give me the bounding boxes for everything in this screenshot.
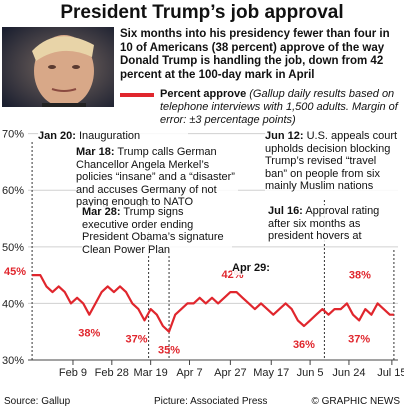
legend-swatch [120,93,154,97]
x-tick-label: Jun 5 [297,367,324,379]
y-tick-label: 40% [2,298,24,310]
annotation-text: U.S. appeals court upholds decision bloc… [265,130,398,192]
annotation-text: Trump calls German Chancellor Angela Mer… [76,146,235,208]
copyright: © GRAPHIC NEWS [311,396,401,407]
callout-label: 37% [126,333,148,345]
x-tick-label: Jul 15 [377,367,404,379]
y-tick-label: 50% [2,242,24,254]
callout-label: 36% [293,339,315,351]
annotation-date: Apr 29: [232,262,270,274]
callout-label: 35% [158,345,180,357]
x-tick-label: Apr 27 [214,367,246,379]
legend-label: Percent approve [160,88,247,100]
x-tick-label: Feb 9 [59,367,87,379]
y-tick-label: 60% [2,185,24,197]
y-tick-label: 70% [2,129,24,141]
annotation-date: Jan 20: [38,130,76,142]
intro-text: Six months into his presidency fewer tha… [120,28,390,81]
annotation: Jan 20: Inauguration [38,130,188,143]
source: Source: Gallup [4,396,71,407]
x-tick-label: Mar 19 [134,367,168,379]
x-tick-label: Apr 7 [176,367,202,379]
annotation-text: Trump signs executive order ending Presi… [82,206,224,256]
photo [2,27,114,107]
annotation-date: Mar 28: [82,206,121,218]
callout-label: 38% [349,270,371,282]
credit: Picture: Associated Press [154,396,268,407]
callout-label: 38% [78,328,100,340]
x-tick-label: Jun 24 [332,367,365,379]
annotation: Jul 16: Approval rating after six months… [268,205,400,243]
annotation: Apr 29: [232,262,292,275]
chart-title: President Trump’s job approval [60,2,344,23]
annotation-date: Jul 16: [268,205,303,217]
legend: Percent approve (Gallup daily results ba… [120,88,402,127]
annotation-text: Approval rating after six months as pres… [268,205,380,242]
callout-label: 37% [348,333,370,345]
approval-line [32,274,394,333]
callout-label: 45% [4,266,26,278]
annotation-text: Inauguration [78,130,141,142]
annotation: Jun 12: U.S. appeals court upholds decis… [265,130,401,193]
annotation-date: Mar 18: [76,146,115,158]
y-tick-label: 30% [2,355,24,367]
legend-text: Percent approve (Gallup daily results ba… [160,88,402,127]
legend-note: (Gallup daily results based on telephone… [160,88,398,126]
x-tick-label: Feb 28 [95,367,129,379]
annotation: Mar 18: Trump calls German Chancellor An… [76,146,238,209]
annotation: Mar 28: Trump signs executive order endi… [82,206,232,256]
annotation-date: Jun 12: [265,130,304,142]
x-tick-label: May 17 [253,367,289,379]
